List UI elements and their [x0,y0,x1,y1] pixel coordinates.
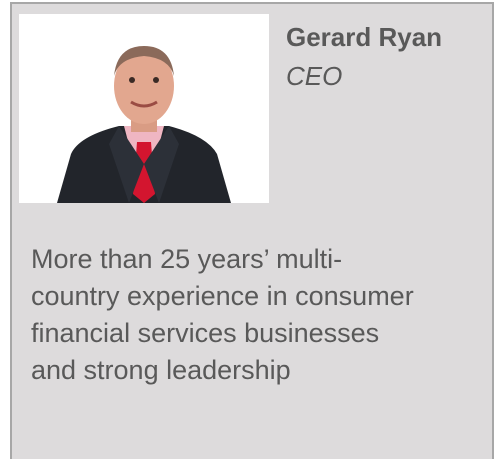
description: More than 25 years’ multi-country experi… [31,241,414,389]
person-name: Gerard Ryan [286,22,442,53]
description-line: country experience in consumer [31,278,414,315]
portrait-photo [19,14,269,203]
description-line: More than 25 years’ multi- [31,241,414,278]
description-line: financial services businesses [31,315,414,352]
profile-card: Gerard Ryan CEO More than 25 years’ mult… [10,2,494,459]
person-role: CEO [286,61,342,92]
description-line: and strong leadership [31,352,414,389]
